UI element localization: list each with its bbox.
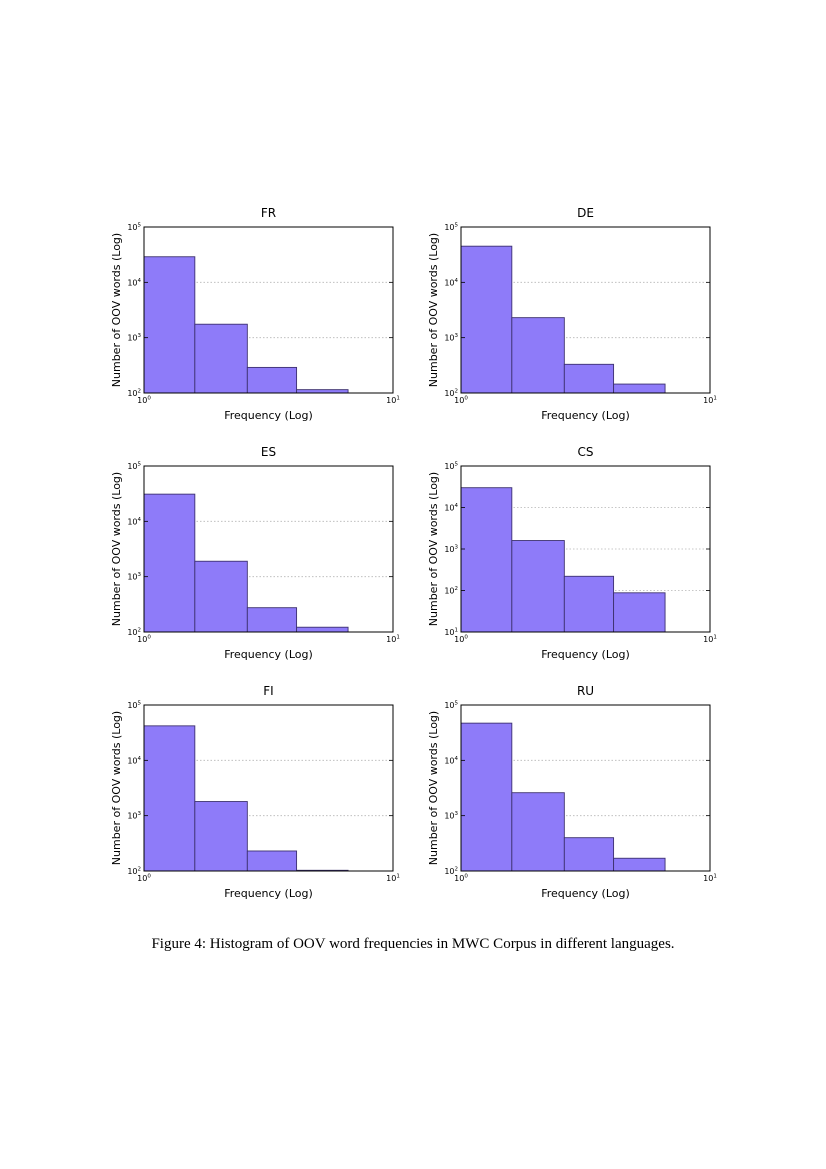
plot-frame [143,704,394,872]
x-tick-label: 100 [454,874,468,884]
x-tick-label: 100 [137,635,151,645]
chart-panel-ru: 102 103 104 105 100 101 RU Frequency (Log) Numbe… [427,684,717,900]
histogram-bar [194,560,248,633]
chart-title: RU [577,684,594,698]
y-tick-label: 104 [444,756,458,766]
x-axis-label: Frequency (Log) [541,887,630,900]
y-tick-label: 102 [127,628,141,638]
x-tick-label: 100 [454,396,468,406]
y-tick-label: 103 [444,811,458,821]
x-tick-label: 100 [454,635,468,645]
histogram-bar [613,857,666,872]
x-tick-label: 101 [386,635,400,645]
y-tick-label: 102 [127,867,141,877]
y-tick-label: 102 [444,389,458,399]
chart-panel-fr: 102 103 104 105 100 101 FR Frequency (Log) Numbe… [110,206,400,422]
histogram-bar [460,245,513,394]
x-tick-label: 100 [137,396,151,406]
y-tick-label: 104 [127,517,141,527]
histogram-bar [613,592,666,633]
y-axis-label: Number of OOV words (Log) [110,233,123,387]
y-tick-label: 102 [127,389,141,399]
chart-title: FI [263,684,273,698]
y-axis-label: Number of OOV words (Log) [110,472,123,626]
y-axis-label: Number of OOV words (Log) [427,472,440,626]
x-axis-label: Frequency (Log) [224,409,313,422]
y-tick-label: 103 [444,545,458,555]
y-tick-label: 104 [127,278,141,288]
x-tick-label: 101 [703,396,717,406]
y-tick-label: 103 [127,333,141,343]
plot-frame [143,465,394,633]
y-axis-label: Number of OOV words (Log) [110,711,123,865]
figure-caption: Figure 4: Histogram of OOV word frequenc… [151,936,675,952]
y-tick-label: 103 [444,333,458,343]
y-tick-label: 104 [444,503,458,513]
x-tick-label: 101 [703,874,717,884]
histogram-bar [511,317,565,394]
histogram-bar [563,363,615,394]
chart-title: DE [577,206,594,220]
y-axis-label: Number of OOV words (Log) [427,233,440,387]
y-tick-label: 103 [127,572,141,582]
histogram-bar [613,383,666,394]
plot-frame [143,226,394,394]
chart-title: CS [578,445,594,459]
histogram-bar [194,323,248,394]
y-tick-label: 105 [127,462,141,472]
x-axis-label: Frequency (Log) [541,409,630,422]
histogram-bar [143,725,196,872]
histogram-bar [143,256,196,394]
y-tick-label: 105 [444,223,458,233]
histogram-bar [460,722,513,872]
histogram-bar [246,850,298,872]
chart-panel-fi: 102 103 104 105 100 101 FI Frequency (Log) Numbe… [110,684,400,900]
x-tick-label: 101 [386,396,400,406]
x-tick-label: 101 [703,635,717,645]
histogram-bar [563,837,615,872]
histogram-bar [511,540,565,633]
x-tick-label: 100 [137,874,151,884]
x-axis-label: Frequency (Log) [224,887,313,900]
histogram-bar [246,366,298,394]
y-tick-label: 104 [127,756,141,766]
x-tick-label: 101 [386,874,400,884]
histogram-bar [194,801,248,872]
chart-panel-de: 102 103 104 105 100 101 DE Frequency (Log) Numbe… [427,206,717,422]
histogram-bar [296,626,349,633]
plot-frame [460,226,711,394]
y-tick-label: 105 [127,223,141,233]
y-tick-label: 104 [444,278,458,288]
chart-title: FR [261,206,276,220]
histogram-bar [143,493,196,633]
y-tick-label: 101 [444,628,458,638]
y-tick-label: 102 [444,867,458,877]
histogram-bar [246,607,298,633]
histogram-bar [563,575,615,633]
x-axis-label: Frequency (Log) [541,648,630,661]
y-tick-label: 105 [127,701,141,711]
plot-frame [460,704,711,872]
y-axis-label: Number of OOV words (Log) [427,711,440,865]
chart-title: ES [261,445,276,459]
histogram-bar [511,792,565,872]
y-tick-label: 105 [444,701,458,711]
y-tick-label: 103 [127,811,141,821]
chart-panel-es: 102 103 104 105 100 101 ES Frequency (Log) Numbe… [110,445,400,661]
y-tick-label: 102 [444,586,458,596]
histogram-bar [460,487,513,633]
y-tick-label: 105 [444,462,458,472]
x-axis-label: Frequency (Log) [224,648,313,661]
histogram-bar [296,389,349,394]
